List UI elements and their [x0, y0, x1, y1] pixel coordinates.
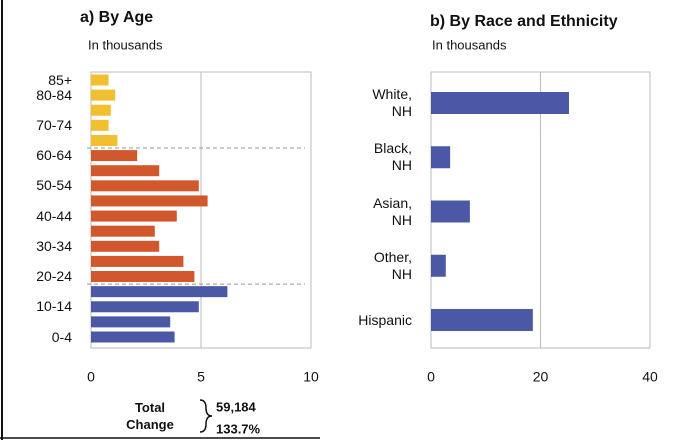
x-tick-label: 0	[427, 369, 435, 385]
total-label: Total Change	[126, 400, 174, 432]
bar	[431, 200, 470, 223]
y-tick-label: Hispanic	[358, 311, 412, 328]
y-tick-label: Black, NH	[373, 140, 412, 174]
bar	[91, 119, 109, 131]
total-value: 59,184	[216, 399, 257, 414]
brace	[199, 399, 213, 433]
bar	[91, 89, 116, 101]
bar	[91, 195, 208, 207]
bar	[91, 104, 111, 116]
chart-title: a) By Age	[80, 9, 153, 26]
subtitle: In thousands	[432, 37, 507, 52]
bar	[91, 316, 171, 328]
bar	[91, 150, 138, 162]
x-tick-label: 20	[533, 369, 549, 385]
bar	[91, 134, 118, 146]
bar	[91, 286, 228, 298]
y-tick-label: 40-44	[36, 207, 72, 224]
bar	[91, 165, 160, 177]
x-tick-label: 5	[197, 369, 205, 385]
y-tick-label: 0-4	[51, 328, 72, 345]
y-tick-label: 70-74	[36, 116, 72, 133]
y-tick-label: 30-34	[36, 237, 72, 254]
bar	[91, 331, 175, 343]
y-tick-label: 50-54	[36, 177, 72, 194]
y-tick-label: Asian, NH	[373, 194, 412, 228]
x-tick-label: 10	[303, 369, 319, 385]
bar	[431, 92, 569, 114]
y-tick-label: White, NH	[372, 86, 412, 119]
bar	[91, 210, 177, 222]
y-tick-label: 85+	[48, 71, 72, 88]
bar	[431, 146, 451, 169]
chart-title: b) By Race and Ethnicity	[430, 13, 618, 30]
bar	[91, 225, 155, 237]
y-tick-label: Other, NH	[373, 248, 412, 282]
x-tick-label: 0	[87, 369, 95, 385]
bar	[91, 74, 109, 86]
bar	[431, 309, 533, 331]
bar	[91, 271, 195, 283]
bar	[91, 255, 184, 267]
y-tick-label: 60-64	[36, 147, 72, 164]
bar	[431, 254, 446, 277]
y-tick-label: 80-84	[36, 86, 72, 103]
bar	[91, 180, 199, 192]
bar	[91, 240, 160, 252]
x-tick-label: 40	[642, 369, 658, 385]
y-tick-label: 10-14	[36, 298, 72, 315]
bar	[91, 301, 199, 313]
total-percent: 133.7%	[216, 421, 261, 436]
y-tick-label: 20-24	[36, 268, 72, 285]
subtitle: In thousands	[88, 37, 163, 52]
